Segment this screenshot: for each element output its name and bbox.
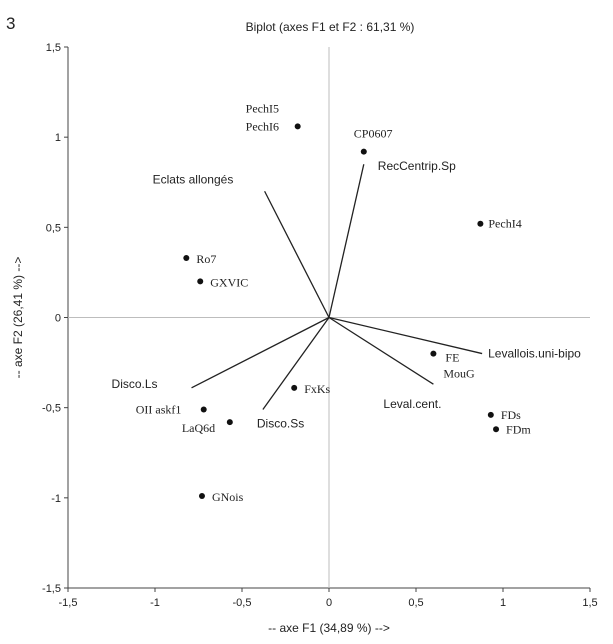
y-tick-label: -1,5 (42, 583, 61, 595)
variable-vector (191, 316, 330, 389)
variable-vector (262, 317, 330, 410)
observation-label: PechI5 (246, 101, 279, 115)
chart-labels: Biplot (axes F1 et F2 : 61,31 %) -- axe F… (11, 20, 581, 635)
observation-point (294, 123, 301, 130)
observation-point (487, 411, 494, 418)
variable-label: Disco.Ss (257, 416, 304, 430)
variable-vector (328, 316, 483, 355)
axes: -1,5 -1,5 -1 -1 -0,5 -0,5 0 0 0,5 0,5 1 1 1,5 1,5 (42, 42, 598, 609)
y-tick-label: 0,5 (46, 222, 61, 234)
variable-label: Disco.Ls (112, 377, 158, 391)
observation-point (493, 426, 500, 433)
y-tick-label: 1,5 (46, 42, 61, 54)
observation-point (226, 419, 233, 426)
variable-label: RecCentrip.Sp (378, 159, 456, 173)
y-tick-label: 1 (55, 132, 61, 144)
x-tick-label: -0,5 (233, 597, 252, 609)
variable-vector (264, 190, 330, 318)
x-tick-label: 1,5 (582, 597, 597, 609)
x-tick-label: 0 (326, 597, 332, 609)
observation-point (430, 350, 437, 357)
observation-label: FxKs (304, 382, 330, 396)
observation-label: Ro7 (196, 252, 216, 266)
variable-label: Leval.cent. (383, 397, 441, 411)
y-tick-label: -1 (51, 493, 61, 505)
observation-label: GNois (212, 490, 244, 504)
observation-label: OII askf1 (136, 402, 182, 416)
observation-label: FDm (506, 422, 531, 436)
x-axis-title: -- axe F1 (34,89 %) --> (268, 621, 390, 635)
variable-vectors (191, 164, 483, 410)
observation-label: PechI4 (488, 217, 521, 231)
chart-title: Biplot (axes F1 et F2 : 61,31 %) (246, 20, 415, 34)
observation-point (200, 406, 207, 413)
x-tick-label: -1 (150, 597, 160, 609)
observation-point (198, 493, 205, 500)
observation-point (360, 148, 367, 155)
y-axis-title: -- axe F2 (26,41 %) --> (11, 257, 25, 379)
x-tick-label: 1 (500, 597, 506, 609)
observation-label: FDs (501, 408, 521, 422)
observation-point (291, 384, 298, 391)
observation-point (183, 254, 190, 261)
observation-point (197, 278, 204, 285)
observation-label: LaQ6d (182, 421, 215, 435)
y-tick-label: -0,5 (42, 403, 61, 415)
observation-label: PechI6 (246, 119, 279, 133)
variable-vector (328, 316, 434, 385)
variable-label: Levallois.uni-bipo (488, 347, 581, 361)
x-tick-label: -1,5 (59, 597, 78, 609)
figure-number: 3 (6, 14, 16, 33)
observation-point (477, 220, 484, 227)
observation-points (183, 123, 500, 500)
variable-label: Eclats allongés (153, 172, 234, 186)
observation-label: CP0607 (354, 127, 393, 141)
x-tick-label: 0,5 (408, 597, 423, 609)
variable-vector (328, 164, 365, 318)
observation-label: GXVIC (210, 275, 248, 289)
observation-label: MouG (443, 367, 475, 381)
y-tick-label: 0 (55, 313, 61, 325)
observation-label: FE (445, 351, 459, 365)
